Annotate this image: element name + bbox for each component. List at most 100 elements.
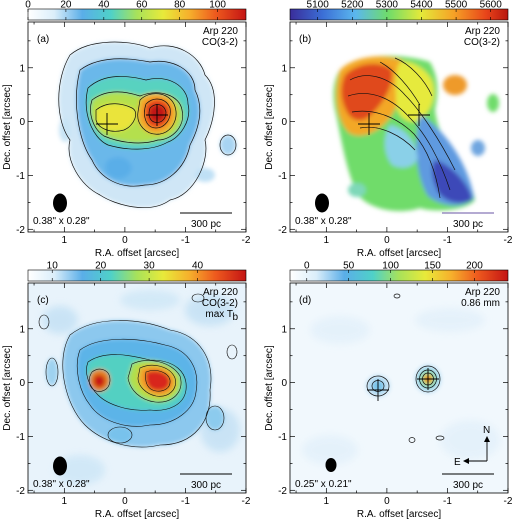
y-tick-label-c: 0 [19,378,25,389]
frame-b [289,21,509,233]
axes-a: 1 0 -1 -2 1 0 -1 -2 R.A. offset [arcsec] Dec. off… [2,22,251,259]
colorbar-tick-label-d: 150 [424,261,441,272]
x-tick-label-c: 0 [122,496,128,507]
x-tick-label-c: -1 [181,496,190,507]
y-tick-label-d: 0 [281,378,287,389]
x-tick-label-a: 1 [62,235,68,246]
beam-ellipse-d [325,458,337,472]
x-tick-label-a: -2 [242,235,251,246]
colorbar-tick-label-c: 40 [192,261,204,272]
x-tick-label-b: -1 [443,235,452,246]
colorbar-ticks-c: 10 20 30 40 [47,261,204,281]
colorbar-tick-label-d: 50 [343,261,355,272]
beam-text-c: 0.38" x 0.28" [33,479,90,490]
panel-title-subscript-c: b [232,312,238,323]
y-tick-label-a: -2 [16,225,25,236]
panel-title-line-c: Arp 220 [203,287,238,298]
panel-title-line-c: max T [205,309,233,320]
beam-text-a: 0.38" x 0.28" [33,216,90,227]
y-tick-label-b: -1 [278,171,287,182]
colorbar-ticks-a: 0 20 40 60 80 100 [25,0,226,20]
y-tick-label-d: -1 [278,432,287,443]
x-tick-label-d: -2 [504,496,513,507]
y-tick-label-d: -2 [278,486,287,497]
panel-title-line-b: CO(3-2) [464,37,500,48]
beam-text-d: 0.25" x 0.21" [295,479,352,490]
colorbar-tick-label-d: 100 [382,261,399,272]
compass-east-label: E [454,457,461,468]
map-d [290,283,508,493]
frame-a [27,21,247,233]
x-axis-label-c: R.A. offset [arcsec] [95,509,180,520]
colorbar-tick-label-c: 20 [95,261,107,272]
colorbar-tick-label-b: 5500 [445,0,468,11]
colorbar-tick-label-d: 200 [466,261,483,272]
x-tick-label-b: -2 [504,235,513,246]
colorbar-b [289,8,509,21]
x-tick-label-d: 0 [384,496,390,507]
y-tick-label-a: 1 [19,63,25,74]
panel-title-line-b: Arp 220 [465,26,500,37]
x-tick-label-b: 0 [384,235,390,246]
colorbar-tick-label-b: 5100 [307,0,330,11]
colorbar-ticks-d: 0 50 100 150 200 [304,261,483,281]
x-axis-label-d: R.A. offset [arcsec] [357,509,442,520]
x-axis-label-a: R.A. offset [arcsec] [95,248,180,259]
y-tick-label-c: -2 [16,486,25,497]
x-tick-label-a: 0 [122,235,128,246]
colorbar-a [27,8,247,21]
colorbar-tick-label-b: 5600 [480,0,503,11]
panel-d: 0 50 100 150 200 [264,261,513,521]
y-axis-label-d: Dec. offset [arcsec] [264,345,275,431]
x-tick-label-d: 1 [324,496,330,507]
beam-text-b: 0.38" x 0.28" [295,216,352,227]
colorbar-tick-label-b: 5300 [376,0,399,11]
y-tick-label-b: 0 [281,117,287,128]
colorbar-tick-label-b: 5400 [410,0,433,11]
frame-c [27,282,247,494]
x-tick-label-c: -2 [242,496,251,507]
colorbar-tick-label-a: 60 [136,0,148,11]
axes-d: 1 0 -1 -2 1 0 -1 -2 R.A. offset [arcsec] Dec. off… [264,283,513,520]
colorbar-tick-label-c: 10 [47,261,59,272]
x-axis-label-b: R.A. offset [arcsec] [357,248,442,259]
y-axis-label-b: Dec. offset [arcsec] [264,84,275,170]
y-tick-label-a: -1 [16,171,25,182]
beam-ellipse-c [53,456,67,476]
colorbar-tick-label-d: 0 [304,261,310,272]
scalebar-text-b: 300 pc [453,219,483,230]
y-tick-label-b: 1 [281,63,287,74]
y-tick-label-d: 1 [281,324,287,335]
colorbar-tick-label-a: 80 [174,0,186,11]
colorbar-tick-label-c: 30 [144,261,156,272]
panel-title-line-a: CO(3-2) [202,37,238,48]
y-tick-label-b: -2 [278,225,287,236]
y-tick-label-c: -1 [16,432,25,443]
colorbar-ticks-b: 5100 5200 5300 5400 5500 5600 [307,0,503,20]
compass-north-label: N [483,425,490,436]
colorbar-d [289,269,509,282]
beam-ellipse-b [315,193,329,213]
colorbar-tick-label-a: 20 [60,0,72,11]
panel-letter-d: (d) [299,295,311,306]
x-tick-label-d: -1 [443,496,452,507]
panel-letter-c: (c) [37,295,49,306]
colorbar-c [27,269,247,282]
frame-d [289,282,509,494]
panel-b: 5100 5200 5300 5400 5500 5600 [264,0,513,259]
panel-title-line-a: Arp 220 [203,26,238,37]
beam-ellipse-a [53,193,67,213]
y-axis-label-c: Dec. offset [arcsec] [2,345,13,431]
panel-letter-a: (a) [37,34,49,45]
panel-title-line-d: 0.86 mm [461,298,500,309]
colorbar-tick-label-b: 5200 [341,0,364,11]
colorbar-tick-label-a: 0 [25,0,31,11]
panel-title-line-c: CO(3-2) [202,298,238,309]
colorbar-tick-label-a: 40 [98,0,110,11]
colorbar-tick-label-a: 100 [209,0,226,11]
